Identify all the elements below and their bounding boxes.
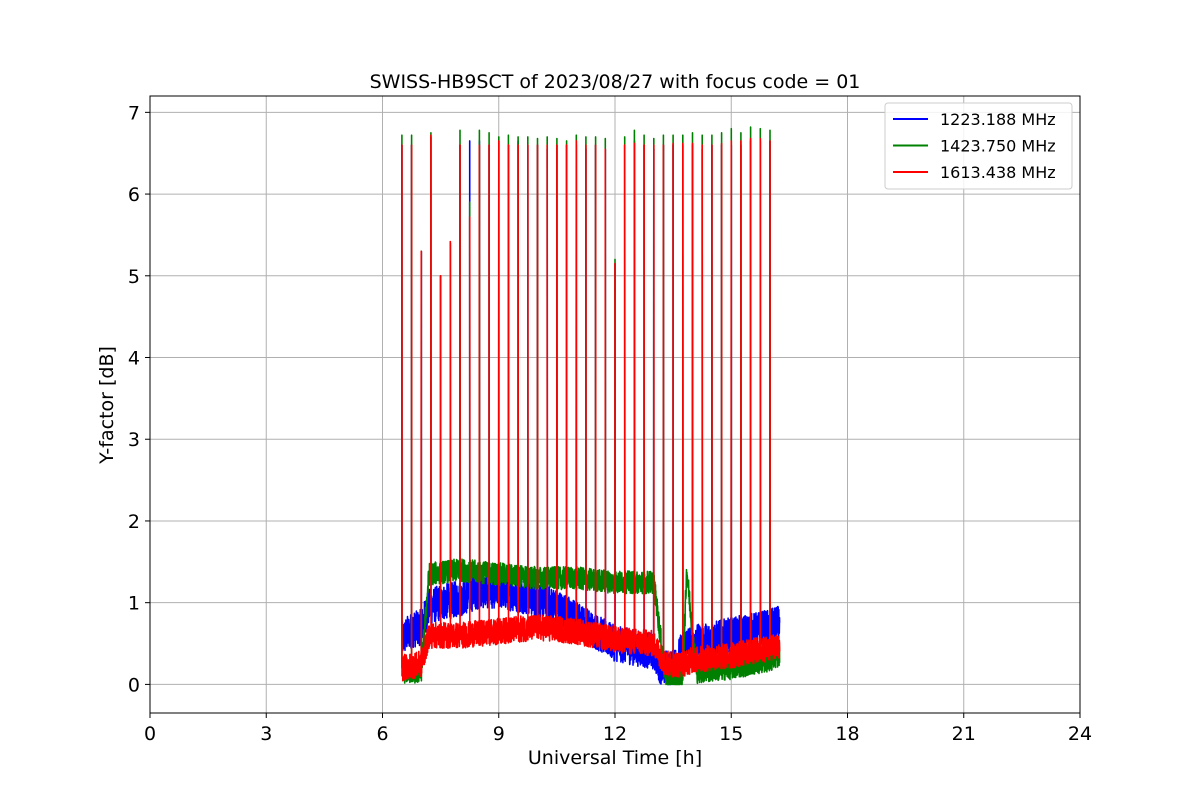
legend-box — [884, 102, 1073, 190]
y-tick-label: 4 — [128, 348, 140, 370]
y-tick-label: 2 — [128, 511, 140, 533]
y-tick-label: 6 — [128, 184, 140, 206]
legend-label-2: 1423.750 MHz — [940, 137, 1056, 156]
x-tick-label: 6 — [376, 723, 388, 745]
y-tick-label: 7 — [128, 102, 140, 124]
x-axis-title: Universal Time [h] — [528, 747, 702, 769]
y-axis-title: Y-factor [dB] — [96, 346, 118, 465]
legend: 1223.188 MHz 1423.750 MHz 1613.438 MHz — [884, 102, 1073, 190]
x-tick-label: 24 — [1068, 723, 1092, 745]
x-tick-label: 9 — [493, 723, 505, 745]
y-tick-label: 0 — [128, 674, 140, 696]
chart-title: SWISS-HB9SCT of 2023/08/27 with focus co… — [370, 71, 861, 93]
y-tick-label: 3 — [128, 429, 140, 451]
legend-label-3: 1613.438 MHz — [940, 163, 1056, 182]
y-tick-label: 5 — [128, 266, 140, 288]
x-tick-label: 21 — [952, 723, 976, 745]
series-line-3 — [401, 134, 781, 682]
series-layer — [401, 126, 781, 686]
legend-label-1: 1223.188 MHz — [940, 110, 1056, 129]
y-tick-label: 1 — [128, 593, 140, 615]
x-tick-label: 12 — [603, 723, 627, 745]
x-tick-label: 18 — [835, 723, 859, 745]
x-tick-label: 0 — [144, 723, 156, 745]
x-tick-label: 15 — [719, 723, 743, 745]
x-tick-label: 3 — [260, 723, 272, 745]
